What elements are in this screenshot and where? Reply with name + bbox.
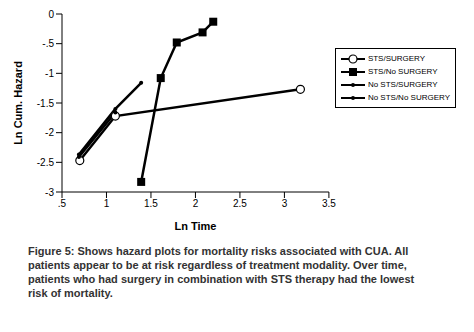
svg-text:1: 1 xyxy=(104,198,110,209)
svg-text:Ln Time: Ln Time xyxy=(174,220,216,232)
svg-text:-.5: -.5 xyxy=(42,38,54,49)
svg-text:0: 0 xyxy=(48,9,54,20)
html-text:STS/No SURGERY: STS/No SURGERY xyxy=(367,67,438,76)
svg-text:2: 2 xyxy=(193,198,199,209)
svg-text:3: 3 xyxy=(282,198,288,209)
html-text:No STS/No SURGERY: No STS/No SURGERY xyxy=(367,93,450,102)
svg-text:-1.5: -1.5 xyxy=(37,98,55,109)
svg-text:3.5: 3.5 xyxy=(322,198,336,209)
html-text:Figure 5: Shows hazard plots f: Figure 5: Shows hazard plots for mortali… xyxy=(28,245,415,299)
svg-text:2.5: 2.5 xyxy=(233,198,247,209)
html-text:No STS/SURGERY: No STS/SURGERY xyxy=(367,80,438,89)
svg-text:-2.5: -2.5 xyxy=(37,157,55,168)
svg-text:.5: .5 xyxy=(58,198,67,209)
svg-text:Ln Cum. Hazard: Ln Cum. Hazard xyxy=(12,61,24,145)
html-text:STS/SURGERY: STS/SURGERY xyxy=(367,54,426,63)
svg-text:-2: -2 xyxy=(45,127,54,138)
svg-text:-1: -1 xyxy=(45,68,54,79)
svg-text:1.5: 1.5 xyxy=(144,198,158,209)
svg-text:-3: -3 xyxy=(45,187,54,198)
